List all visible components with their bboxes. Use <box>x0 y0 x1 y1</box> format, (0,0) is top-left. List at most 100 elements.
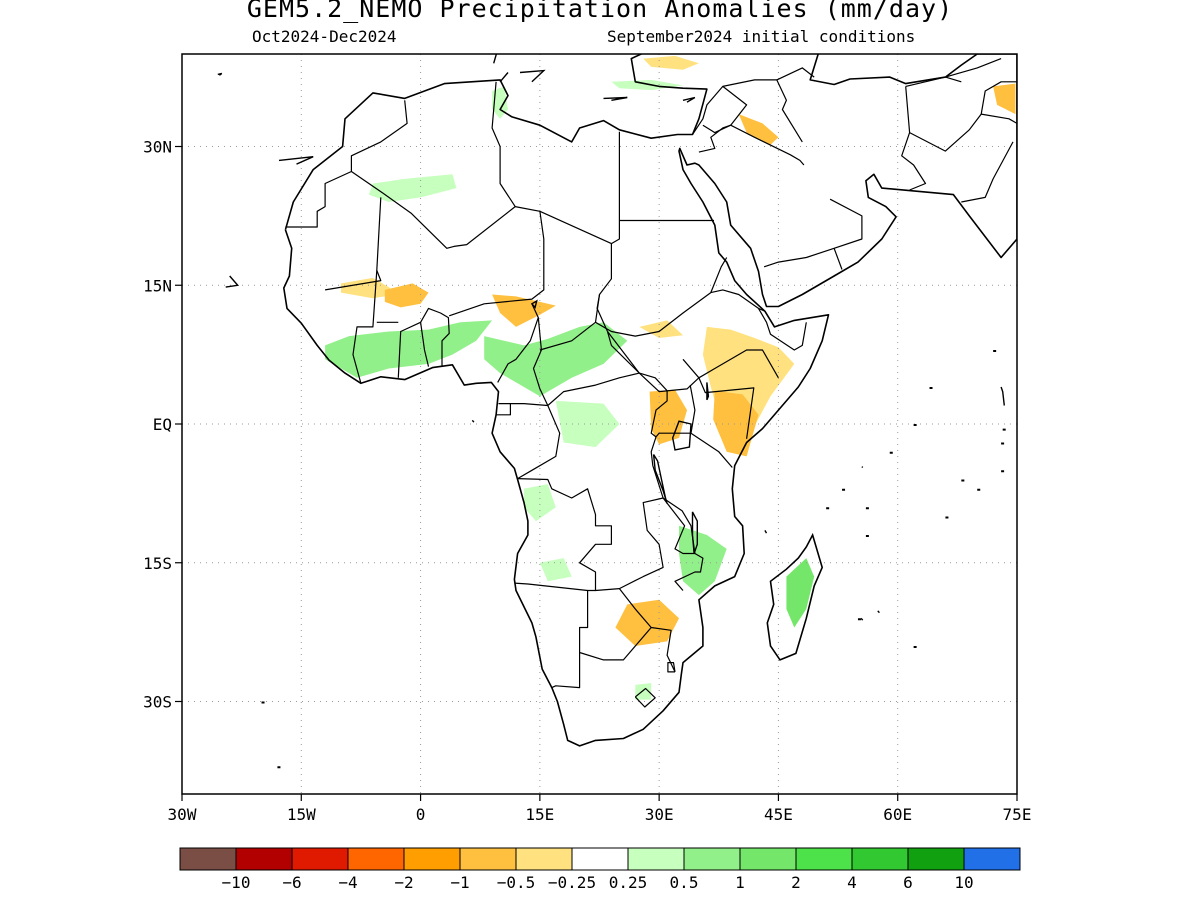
colorbar-label: −0.25 <box>548 873 596 892</box>
colorbar-label: −0.5 <box>497 873 536 892</box>
colorbar-label: 2 <box>791 873 801 892</box>
lat-tick-label: 15N <box>143 276 172 295</box>
colorbar-swatch <box>627 847 685 871</box>
colorbar-label: 0.25 <box>609 873 648 892</box>
anomaly-kenya-dry-core <box>713 390 759 457</box>
lon-tick-label: 45E <box>764 805 793 824</box>
country-border <box>763 198 863 268</box>
country-border <box>618 588 676 673</box>
country-border <box>595 257 728 337</box>
lon-tick-label: 30E <box>645 805 674 824</box>
country-border <box>833 248 843 270</box>
lon-tick-label: 15W <box>287 805 316 824</box>
colorbar-label: 6 <box>903 873 913 892</box>
forecast-period: Oct2024-Dec2024 <box>252 27 397 46</box>
country-border <box>351 171 755 439</box>
island-outline <box>278 156 314 165</box>
small-island-mark <box>826 507 830 510</box>
country-border <box>606 331 668 392</box>
colorbar-swatch <box>571 847 629 871</box>
country-border <box>539 294 601 351</box>
colorbar-swatch <box>403 847 461 871</box>
country-border <box>397 307 450 378</box>
small-island-mark <box>993 350 997 352</box>
country-border <box>730 124 805 166</box>
island-outline <box>519 69 546 83</box>
lake-outline <box>671 420 692 451</box>
anomaly-shading-layer <box>325 55 1016 700</box>
country-border <box>496 403 511 416</box>
lat-tick-label: EQ <box>153 415 172 434</box>
small-island-mark <box>961 479 965 482</box>
colorbar-swatch <box>963 847 1021 871</box>
lat-tick-label: 15S <box>143 554 172 573</box>
island-outline <box>682 96 696 103</box>
colorbar: −10 −6 −4 −2 −1 −0.5 −0.25 0.25 0.5 1 2 4 6 10 <box>179 847 1021 892</box>
axis-ticks: 30N 15N EQ 15S 30S 30W 15W 0 15E 30E 45E 60E 75E <box>143 138 1031 825</box>
lon-tick-label: 75E <box>1003 805 1032 824</box>
anomaly-libya-wet <box>492 86 508 119</box>
madagascar-coastline <box>766 532 824 661</box>
island-outline <box>764 530 768 534</box>
island-outline <box>471 419 475 423</box>
small-island-mark <box>857 618 861 621</box>
country-border <box>449 211 545 317</box>
island-outline <box>225 275 240 288</box>
anomaly-northern-mali-wet <box>368 174 457 202</box>
anomaly-niger-nigeria-dry <box>492 294 556 327</box>
small-island-mark <box>1001 470 1005 473</box>
colorbar-label: −10 <box>222 873 251 892</box>
small-island-mark <box>929 387 933 389</box>
colorbar-swatch <box>795 847 853 871</box>
island-outline <box>603 96 628 101</box>
anomaly-pakistan-dry <box>993 83 1016 115</box>
island-outline <box>877 610 880 614</box>
island-outline <box>217 72 223 76</box>
anomaly-uganda-dry <box>649 389 687 445</box>
country-border <box>634 687 656 708</box>
country-border <box>551 652 581 689</box>
anomaly-congo-wet <box>555 400 620 448</box>
small-island-mark <box>865 535 869 537</box>
country-border <box>667 661 676 673</box>
lon-tick-label: 0 <box>416 805 426 824</box>
country-border <box>961 141 1014 203</box>
country-border <box>710 289 766 312</box>
colorbar-label: 4 <box>847 873 857 892</box>
colorbar-label: 10 <box>954 873 973 892</box>
anomaly-burkina-dry <box>384 283 429 308</box>
colorbar-label: −1 <box>450 873 469 892</box>
country-border <box>981 113 1017 124</box>
country-border <box>611 131 621 245</box>
colorbar-label: −4 <box>338 873 357 892</box>
small-island-mark <box>1001 442 1005 445</box>
island-outline <box>861 466 864 468</box>
anomaly-lesotho-wet <box>635 683 652 700</box>
anomaly-turkey-dry <box>643 55 699 70</box>
colorbar-swatch <box>235 847 293 871</box>
country-border <box>514 582 588 592</box>
lake-outline <box>652 454 668 504</box>
small-island-mark <box>865 507 869 510</box>
colorbar-swatch <box>179 847 237 871</box>
colorbar-swatch <box>515 847 573 871</box>
colorbar-swatch <box>459 847 517 871</box>
lat-tick-label: 30S <box>143 693 172 712</box>
coastline-layer <box>217 54 1017 769</box>
lake-outline <box>530 299 538 309</box>
country-border <box>698 124 731 153</box>
country-border <box>682 349 779 379</box>
country-border <box>285 100 408 228</box>
small-island-mark <box>277 766 281 769</box>
country-border <box>690 432 733 468</box>
colorbar-label: −2 <box>394 873 413 892</box>
island-outline <box>488 54 498 64</box>
lon-tick-label: 15E <box>525 805 554 824</box>
island-outline <box>1000 386 1005 406</box>
lon-tick-label: 30W <box>168 805 197 824</box>
coastline <box>282 54 1017 747</box>
colorbar-label: 0.5 <box>670 873 699 892</box>
lake-outline <box>706 382 710 401</box>
small-island-mark <box>842 488 846 491</box>
